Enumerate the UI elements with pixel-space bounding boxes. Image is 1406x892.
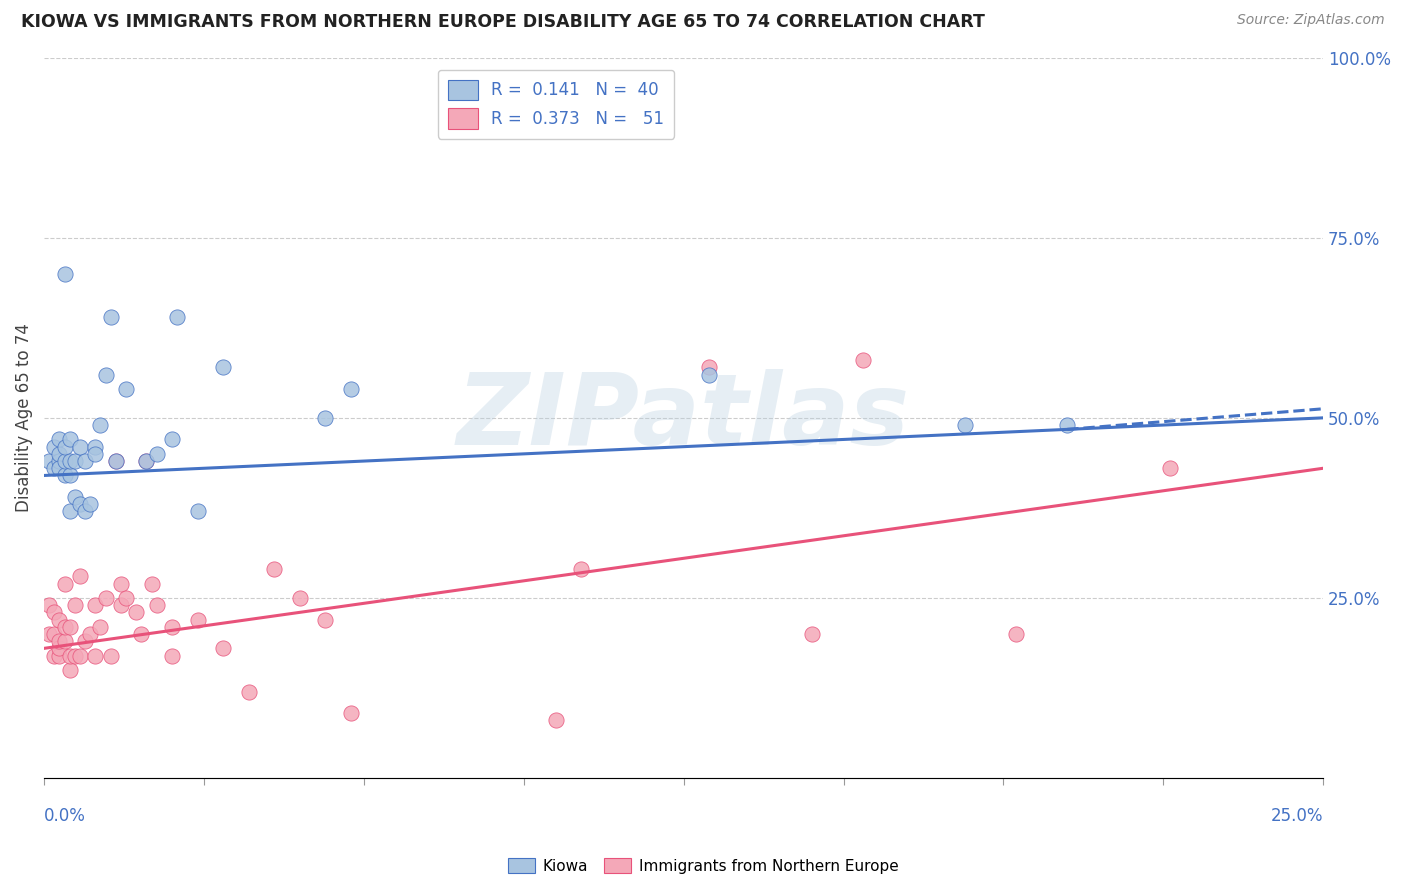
Point [166,310,188,324]
Point [48,634,70,648]
Point [94,368,117,382]
Point [800,627,823,641]
Point [131,627,153,641]
Point [53,468,76,483]
Point [212,360,235,375]
Point [59,433,82,447]
Point [100,310,122,324]
Point [110,576,132,591]
Point [145,598,167,612]
Point [59,468,82,483]
Point [1005,627,1028,641]
Point [59,454,82,468]
Point [697,360,720,375]
Point [110,598,132,612]
Point [569,562,592,576]
Point [44,648,66,663]
Point [53,620,76,634]
Point [160,620,183,634]
Point [53,454,76,468]
Point [59,663,82,677]
Point [63,490,86,504]
Point [125,605,148,619]
Point [145,447,167,461]
Point [44,627,66,641]
Point [48,613,70,627]
Point [79,627,101,641]
Point [53,267,76,281]
Point [89,620,111,634]
Point [53,576,76,591]
Point [212,641,235,656]
Point [53,440,76,454]
Point [84,440,107,454]
Point [953,418,976,433]
Point [69,569,91,583]
Text: Source: ZipAtlas.com: Source: ZipAtlas.com [1237,13,1385,28]
Point [73,454,96,468]
Point [104,454,127,468]
Point [94,591,117,605]
Point [1159,461,1181,475]
Point [187,504,209,518]
Point [63,648,86,663]
Point [73,634,96,648]
Point [263,562,285,576]
Point [697,368,720,382]
Point [38,598,60,612]
Point [59,648,82,663]
Point [340,382,363,396]
Legend: Kiowa, Immigrants from Northern Europe: Kiowa, Immigrants from Northern Europe [502,852,904,880]
Point [84,598,107,612]
Point [79,497,101,511]
Point [48,454,70,468]
Point [89,418,111,433]
Point [115,591,138,605]
Point [48,641,70,656]
Point [852,353,875,368]
Point [340,706,363,721]
Text: 25.0%: 25.0% [1271,807,1323,825]
Point [48,461,70,475]
Point [59,620,82,634]
Point [135,454,157,468]
Text: ZIPatlas: ZIPatlas [457,369,910,467]
Point [187,613,209,627]
Point [141,576,163,591]
Point [315,613,337,627]
Point [73,504,96,518]
Text: 0.0%: 0.0% [44,807,86,825]
Point [160,433,183,447]
Point [59,504,82,518]
Point [48,447,70,461]
Point [160,648,183,663]
Point [48,433,70,447]
Legend: R =  0.141   N =  40, R =  0.373   N =   51: R = 0.141 N = 40, R = 0.373 N = 51 [437,70,673,138]
Point [69,440,91,454]
Point [544,714,567,728]
Point [135,454,157,468]
Point [63,454,86,468]
Point [100,648,122,663]
Point [38,627,60,641]
Point [69,648,91,663]
Y-axis label: Disability Age 65 to 74: Disability Age 65 to 74 [15,324,32,512]
Point [44,461,66,475]
Point [48,648,70,663]
Point [84,648,107,663]
Point [315,410,337,425]
Text: KIOWA VS IMMIGRANTS FROM NORTHERN EUROPE DISABILITY AGE 65 TO 74 CORRELATION CHA: KIOWA VS IMMIGRANTS FROM NORTHERN EUROPE… [21,13,986,31]
Point [63,598,86,612]
Point [69,497,91,511]
Point [44,440,66,454]
Point [288,591,311,605]
Point [44,605,66,619]
Point [238,684,260,698]
Point [84,447,107,461]
Point [1056,418,1078,433]
Point [53,634,76,648]
Point [115,382,138,396]
Point [104,454,127,468]
Point [38,454,60,468]
